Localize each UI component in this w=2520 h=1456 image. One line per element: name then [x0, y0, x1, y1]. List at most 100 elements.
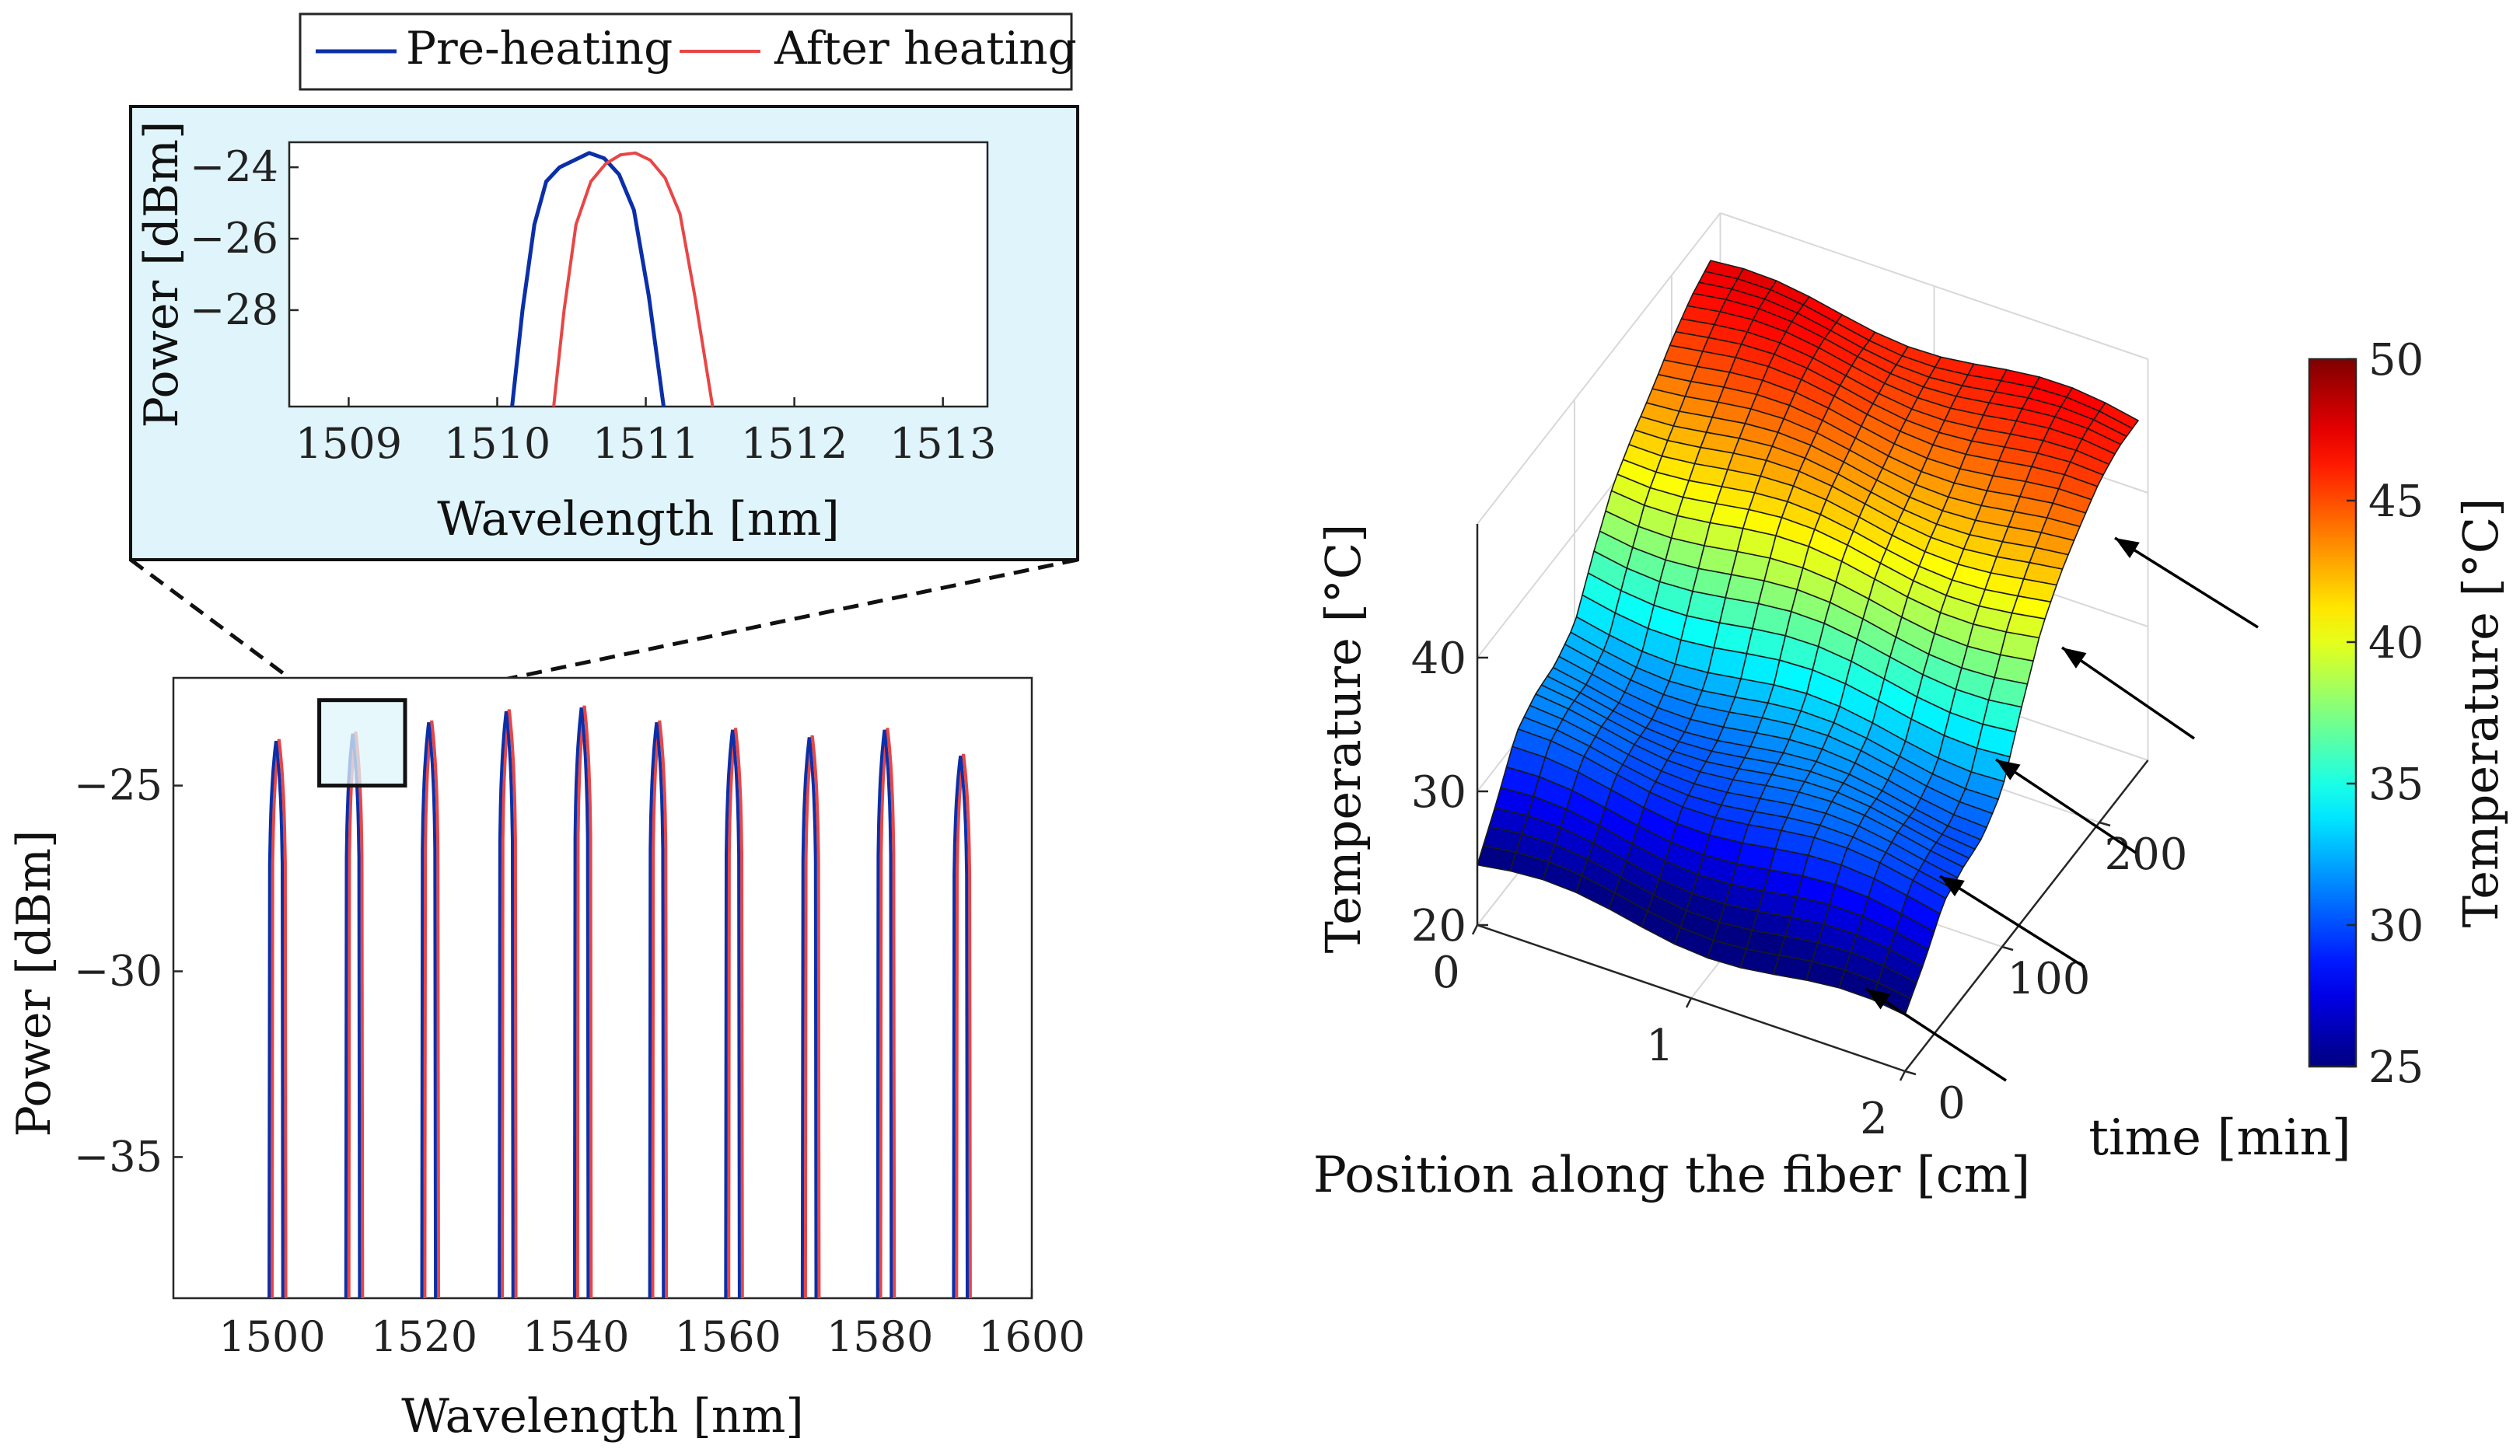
surface-x-tick: [1471, 924, 1479, 935]
annotation-arrow-head: [1866, 989, 1891, 1010]
spectrum-y-tick-label: −35: [74, 1132, 163, 1181]
inset-y-ticks: −24 −26 −28: [190, 142, 299, 334]
zoom-connectors: [129, 557, 1078, 703]
inset-plot-area: [288, 141, 989, 408]
inset-x-tick-label: 1509: [295, 419, 402, 468]
spectrum-peak-pre-heating: [952, 756, 969, 1299]
surface-y-axis-line: [1904, 759, 2149, 1072]
inset-x-tick-label: 1512: [741, 419, 848, 468]
surface-y-tick: [2099, 821, 2111, 827]
surface-y-tick: [1904, 1070, 1917, 1076]
spectrum-y-axis-label: Power [dBm]: [7, 830, 61, 1137]
spectrum-peak-after-heating: [501, 709, 518, 1299]
spectrum-series: [267, 705, 972, 1299]
spectrum-peak-pre-heating: [876, 729, 893, 1299]
surface-grid-line: [1477, 212, 1721, 525]
surface-x-tick-label: 1: [1646, 1021, 1674, 1071]
surface-z-axis-label: Temperature [°C]: [1315, 524, 1372, 954]
inset-panel: 1509 1510 1511 1512 1513 −24 −26 −28 Wavelengt…: [129, 105, 1079, 561]
colorbar-tick-label: 25: [2368, 1042, 2424, 1093]
colorbar-tick-label: 50: [2368, 335, 2424, 386]
spectrum-y-ticks: −25 −30 −35: [74, 761, 183, 1181]
inset-y-tick-label: −26: [190, 214, 278, 263]
zoom-connector-right: [404, 557, 1078, 703]
spectrum-x-tick-label: 1560: [674, 1312, 781, 1361]
colorbar-tick-label: 45: [2368, 477, 2424, 527]
surface-y-tick-label: 0: [1938, 1078, 1966, 1129]
surface-x-tick-label: 2: [1860, 1094, 1888, 1144]
spectrum-peak-after-heating: [423, 720, 440, 1299]
annotation-arrow-head: [2115, 538, 2140, 559]
zoom-connector-left: [129, 557, 321, 702]
annotation-arrow-head: [1940, 876, 1965, 897]
inset-series-after-heating: [552, 151, 715, 407]
spectrum-peak-pre-heating: [724, 729, 741, 1299]
surface-y-axis-label: time [min]: [2088, 1109, 2350, 1167]
spectrum-x-ticks: 1500 1520 1540 1560 1580 1600: [218, 1289, 1085, 1361]
inset-x-tick-label: 1513: [890, 419, 996, 468]
annotation-arrow-head: [1996, 759, 2021, 780]
spectrum-x-tick-label: 1520: [371, 1312, 477, 1361]
inset-x-tick-label: 1511: [592, 419, 699, 468]
spectrum-plot-area: [172, 676, 1033, 1300]
spectrum-peak-pre-heating: [648, 722, 666, 1299]
inset-x-ticks: 1509 1510 1511 1512 1513: [295, 397, 996, 468]
spectrum-peak-pre-heating: [420, 722, 438, 1299]
temperature-surface: [1477, 260, 2139, 1016]
spectrum-peak-pre-heating: [572, 707, 590, 1299]
spectrum-y-tick-label: −30: [74, 946, 163, 995]
spectrum-x-tick-label: 1600: [978, 1312, 1085, 1361]
spectrum-peak-after-heating: [271, 738, 288, 1299]
inset-y-tick-label: −24: [190, 142, 278, 191]
surface-x-tick-label: 0: [1432, 948, 1460, 998]
surface-y-tick-label: 200: [2105, 829, 2188, 880]
annotation-arrow: [1865, 987, 2007, 1082]
spectrum-peak-after-heating: [803, 735, 821, 1299]
spectrum-peak-after-heating: [575, 705, 593, 1299]
spectrum-x-axis-label: Wavelength [nm]: [401, 1389, 804, 1444]
colorbar: 25 30 35 40 45 50 Temperature [°C]: [2308, 335, 2509, 1093]
annotation-arrow: [1939, 875, 2085, 969]
zoom-box: [317, 698, 407, 788]
surface-patch: [1871, 982, 1912, 1016]
inset-x-tick-label: 1510: [444, 419, 550, 468]
spectrum-peak-after-heating: [879, 728, 897, 1299]
legend-label-after-heating: After heating: [774, 22, 1077, 75]
spectrum-peak-pre-heating: [800, 737, 818, 1299]
spectrum-peak-after-heating: [727, 728, 744, 1299]
surface-x-tick: [1685, 997, 1693, 1008]
colorbar-ticks: 25 30 35 40 45 50: [2347, 335, 2424, 1093]
legend-label-pre-heating: Pre-heating: [406, 22, 673, 75]
colorbar-gradient: [2308, 358, 2357, 1068]
spectrum-x-tick-label: 1540: [523, 1312, 629, 1361]
annotation-arrow-head: [2062, 648, 2087, 669]
annotation-arrow: [2114, 536, 2259, 629]
surface-z-tick-label: 30: [1411, 767, 1466, 818]
inset-series: [510, 151, 715, 407]
spectrum-x-tick-label: 1500: [218, 1312, 325, 1361]
spectrum-peak-pre-heating: [267, 740, 285, 1299]
colorbar-tick-label: 30: [2368, 901, 2424, 951]
spectrum-y-tick-label: −25: [74, 761, 163, 810]
colorbar-tick-label: 40: [2368, 618, 2424, 669]
spectrum-panel: 1500 1520 1540 1560 1580 1600 −25 −30 −35 Wavel…: [7, 676, 1085, 1444]
surface-x-axis-label: Position along the fiber [cm]: [1313, 1147, 2030, 1204]
legend: Pre-heating After heating: [299, 12, 1077, 91]
spectrum-peak-pre-heating: [498, 711, 515, 1299]
annotation-arrow: [2061, 646, 2195, 740]
spectrum-x-tick-label: 1580: [827, 1312, 933, 1361]
surface-x-tick: [1899, 1070, 1907, 1081]
surface-z-tick-label: 20: [1411, 901, 1466, 951]
inset-y-tick-label: −28: [190, 285, 278, 334]
spectrum-peak-after-heating: [651, 720, 669, 1299]
colorbar-label: Temperature [°C]: [2452, 498, 2509, 928]
spectrum-peak-after-heating: [955, 753, 972, 1299]
annotation-arrow: [1995, 758, 2137, 854]
inset-x-axis-label: Wavelength [nm]: [437, 492, 840, 546]
inset-y-axis-label: Power [dBm]: [135, 121, 189, 428]
surface-z-tick-label: 40: [1411, 634, 1466, 684]
surface-y-tick: [2001, 945, 2014, 951]
